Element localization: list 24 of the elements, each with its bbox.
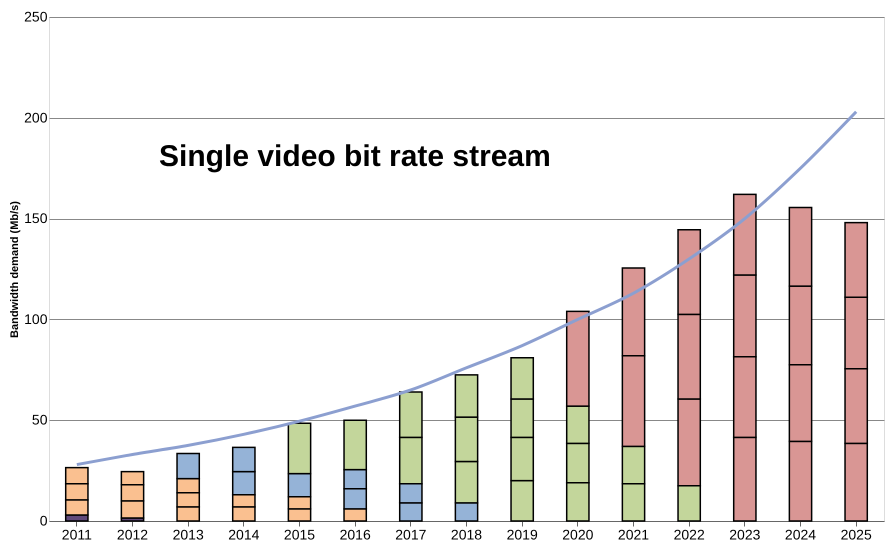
y-tick-label: 50 xyxy=(32,412,48,428)
x-tick-label: 2024 xyxy=(784,526,816,542)
y-tick-label: 100 xyxy=(24,310,48,327)
x-tick-label: 2012 xyxy=(116,526,148,542)
y-tick-label: 200 xyxy=(24,109,48,126)
y-axis-title: Bandwidth demand (Mb/s) xyxy=(9,200,22,338)
x-tick-label: 2016 xyxy=(340,526,371,542)
x-tick-label: 2023 xyxy=(729,526,761,542)
x-tick-label: 2014 xyxy=(228,526,260,542)
x-tick-label: 2011 xyxy=(62,526,92,542)
annotation: Single video bit rate stream xyxy=(159,140,551,173)
x-tick-label: 2022 xyxy=(674,526,705,542)
x-tick-label: 2021 xyxy=(618,526,650,542)
y-tick-label: 250 xyxy=(24,8,48,24)
y-tick-label: 150 xyxy=(24,210,48,226)
x-tick-label: 2020 xyxy=(562,526,594,542)
x-tick-label: 2025 xyxy=(840,526,872,542)
x-tick-label: 2018 xyxy=(450,526,482,542)
x-tick-label: 2015 xyxy=(284,526,316,542)
line-series xyxy=(75,110,858,466)
x-tick-label: 2019 xyxy=(506,526,538,542)
x-tick-label: 2017 xyxy=(395,526,427,542)
y-tick-label: 0 xyxy=(40,512,48,528)
x-tick-label: 2013 xyxy=(172,526,204,542)
